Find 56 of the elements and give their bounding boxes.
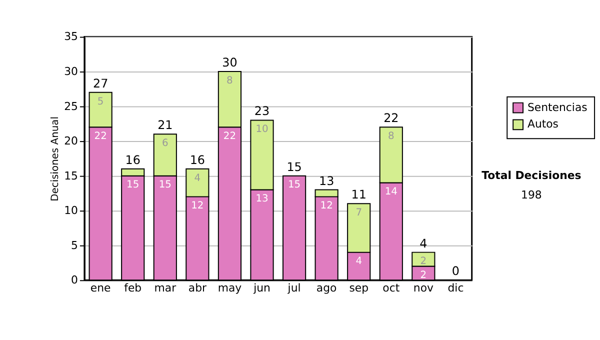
y-tick-label: 10 [64,204,78,218]
total-label: 16 [125,152,140,167]
y-tick-label: 0 [71,274,78,287]
data-label: 12 [320,200,333,212]
y-axis-title: Decisiones Anual [50,116,62,202]
x-tick-label: jun [252,282,270,295]
total-label: 13 [318,174,334,188]
data-label: 5 [97,96,104,108]
data-label: 15 [288,180,301,191]
data-label: 10 [256,124,268,136]
x-tick-label: abr [188,282,207,295]
total-label: 11 [351,188,366,202]
y-tick-label: 20 [64,134,78,148]
data-label: 2 [420,270,427,282]
data-label: 2 [420,256,427,268]
data-label: 4 [356,256,362,268]
y-tick-label: 30 [64,64,78,78]
data-label: 7 [356,208,362,219]
text: Total Decisiones [482,168,582,182]
x-tick-label: ago [316,282,338,295]
x-tick-label: jul [286,282,301,295]
data-label: 15 [126,180,140,191]
data-label: 8 [226,75,233,86]
y-tick-label: 25 [64,100,78,113]
total-label: 15 [286,160,302,174]
total-label: 27 [93,76,108,90]
y-tick-label: 35 [64,30,78,44]
text: 198 [521,188,542,202]
total-label: 21 [158,118,173,132]
x-tick-label: oct [382,282,400,295]
total-label: 0 [452,264,460,278]
x-tick-label: nov [413,282,434,295]
data-label: 15 [158,180,172,191]
x-tick-label: may [218,282,242,295]
x-tick-label: sep [349,282,369,295]
total-label: 16 [190,152,206,167]
x-tick-label: ene [90,282,112,295]
data-label: 22 [223,131,236,142]
total-label: 22 [384,111,399,126]
x-tick-label: feb [124,282,142,295]
legend-label: Sentencias [527,100,588,114]
x-tick-label: dic [448,282,464,295]
data-label: 13 [256,194,268,205]
y-tick-label: 5 [71,238,78,252]
legend-label: Autos [527,118,559,131]
data-label: 8 [388,131,394,142]
data-label: 6 [162,138,168,150]
data-label: 12 [191,200,204,212]
total-label: 30 [222,56,238,70]
total-label: 23 [254,104,270,118]
total-label: 4 [420,236,428,250]
data-label: 14 [384,186,398,198]
data-label: 22 [94,131,107,142]
data-label: 4 [194,172,201,184]
y-tick-label: 15 [64,169,78,182]
x-tick-label: mar [154,282,177,295]
